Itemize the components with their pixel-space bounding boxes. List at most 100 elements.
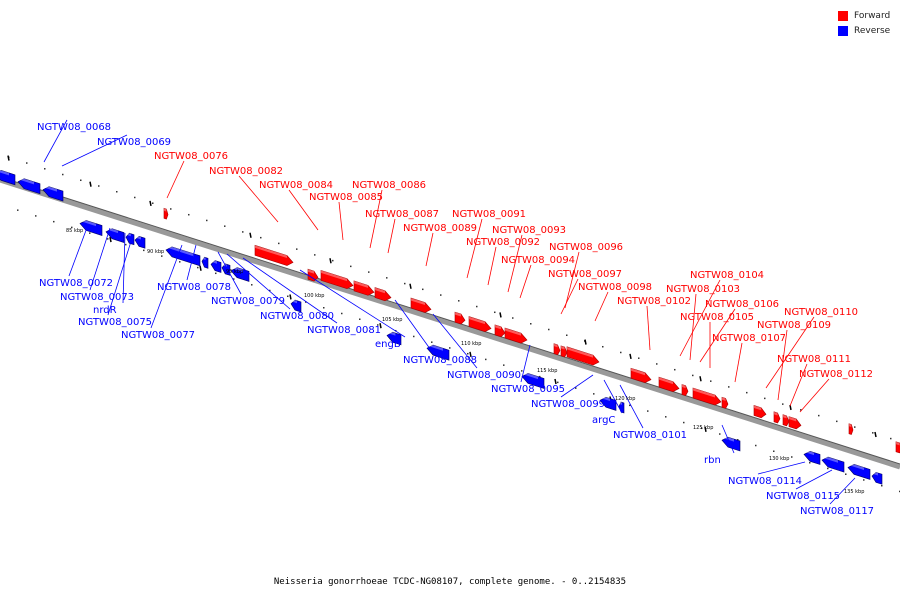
reverse-gene[interactable] [386, 331, 402, 346]
forward-gene[interactable] [721, 396, 729, 409]
forward-gene[interactable] [353, 280, 375, 296]
scale-label: 110 kbp [461, 341, 481, 347]
forward-gene-label: NGTW08_0087 [365, 209, 439, 220]
forward-gene[interactable] [504, 327, 528, 344]
reverse-gene[interactable] [721, 436, 741, 452]
forward-gene[interactable] [753, 405, 767, 419]
reverse-gene-label: NGTW08_0073 [60, 292, 134, 303]
reverse-gene[interactable] [210, 260, 222, 273]
reverse-gene-label: NGTW08_0080 [260, 311, 334, 322]
guide-dot [521, 370, 523, 372]
guide-dot [431, 341, 433, 343]
reverse-gene[interactable] [821, 456, 845, 473]
reverse-gene[interactable] [871, 472, 883, 485]
gene-highlight [522, 371, 538, 380]
leader-line [425, 232, 434, 267]
guide-dot [71, 226, 73, 229]
guide-dot [368, 271, 370, 273]
leader-line [777, 329, 788, 401]
reverse-gene-label: NGTW08_0069 [97, 137, 171, 148]
gene-highlight [135, 235, 141, 240]
leader-line [829, 477, 856, 505]
forward-gene[interactable] [692, 387, 722, 406]
forward-gene[interactable] [374, 287, 392, 302]
forward-gene[interactable] [848, 423, 854, 435]
forward-gene[interactable] [468, 316, 492, 332]
forward-gene[interactable] [895, 441, 900, 454]
reverse-gene-label: argC [592, 415, 615, 426]
forward-gene-label: NGTW08_0103 [666, 284, 740, 295]
leader-line [238, 175, 279, 223]
forward-gene[interactable] [307, 268, 319, 282]
reverse-gene[interactable] [0, 169, 16, 186]
forward-gene[interactable] [782, 414, 790, 427]
forward-gene[interactable] [320, 269, 354, 289]
reverse-gene[interactable] [618, 401, 625, 414]
gene-highlight [848, 462, 864, 471]
forward-gene[interactable] [254, 244, 294, 266]
forward-gene-label: NGTW08_0091 [452, 209, 526, 220]
forward-gene[interactable] [553, 343, 561, 356]
gene-highlight [255, 245, 287, 259]
reverse-gene-label: NGTW08_0115 [766, 491, 840, 502]
leader-line [166, 160, 185, 199]
reverse-gene[interactable] [17, 178, 41, 195]
forward-gene-label: NGTW08_0107 [712, 333, 786, 344]
reverse-gene[interactable] [42, 186, 64, 202]
gene-highlight [0, 170, 9, 176]
guide-dot [512, 317, 514, 319]
reverse-gene[interactable] [521, 373, 545, 389]
guide-dot [323, 307, 325, 309]
gene-highlight [896, 441, 900, 446]
gene-features [0, 169, 900, 485]
reverse-gene[interactable] [105, 228, 125, 243]
forward-gene[interactable] [788, 416, 802, 430]
scale-label: 90 kbp [147, 249, 164, 255]
tick-mark [554, 378, 557, 385]
gene-highlight [411, 298, 425, 306]
reverse-gene-label: NGTW08_0068 [37, 122, 111, 133]
guide-dot [134, 196, 136, 199]
forward-gene[interactable] [163, 207, 169, 220]
forward-gene[interactable] [773, 411, 781, 424]
guide-dot [404, 282, 406, 285]
reverse-gene[interactable] [201, 256, 209, 269]
reverse-gene[interactable] [221, 263, 231, 276]
reverse-gene[interactable] [426, 344, 450, 361]
forward-gene[interactable] [410, 297, 432, 313]
forward-gene[interactable] [658, 376, 680, 392]
forward-gene[interactable] [630, 367, 652, 384]
gene-highlight [80, 218, 96, 227]
guide-dot [629, 404, 631, 407]
scale-label: 125 kbp [693, 425, 713, 431]
gene-highlight [231, 265, 243, 272]
reverse-gene[interactable] [847, 464, 871, 480]
reverse-gene-label: NGTW08_0099 [531, 399, 605, 410]
guide-dot [80, 179, 82, 182]
scale-label: 95 kbp [226, 269, 243, 275]
reverse-gene[interactable] [134, 235, 146, 249]
leader-line [564, 251, 580, 309]
leader-line [765, 316, 815, 389]
forward-gene[interactable] [494, 324, 506, 338]
reverse-gene[interactable] [803, 450, 821, 465]
guide-dot [260, 236, 262, 239]
gene-highlight [164, 208, 167, 212]
forward-gene[interactable] [681, 384, 689, 396]
guide-dot [854, 426, 856, 428]
reverse-gene[interactable] [290, 299, 302, 313]
leader-line [466, 218, 483, 279]
tick-mark [199, 265, 202, 271]
forward-gene[interactable] [454, 311, 466, 325]
reverse-gene-label: NGTW08_0077 [121, 330, 195, 341]
forward-gene[interactable] [566, 346, 600, 366]
reverse-gene[interactable] [599, 396, 617, 411]
reverse-gene[interactable] [125, 232, 135, 246]
forward-gene-label: NGTW08_0086 [352, 180, 426, 191]
reverse-gene-label: NGTW08_0117 [800, 506, 874, 517]
reverse-gene[interactable] [79, 220, 103, 236]
tick-mark [89, 181, 92, 187]
gene-highlight [495, 324, 501, 330]
reverse-gene[interactable] [230, 267, 250, 282]
forward-gene[interactable] [560, 345, 568, 358]
